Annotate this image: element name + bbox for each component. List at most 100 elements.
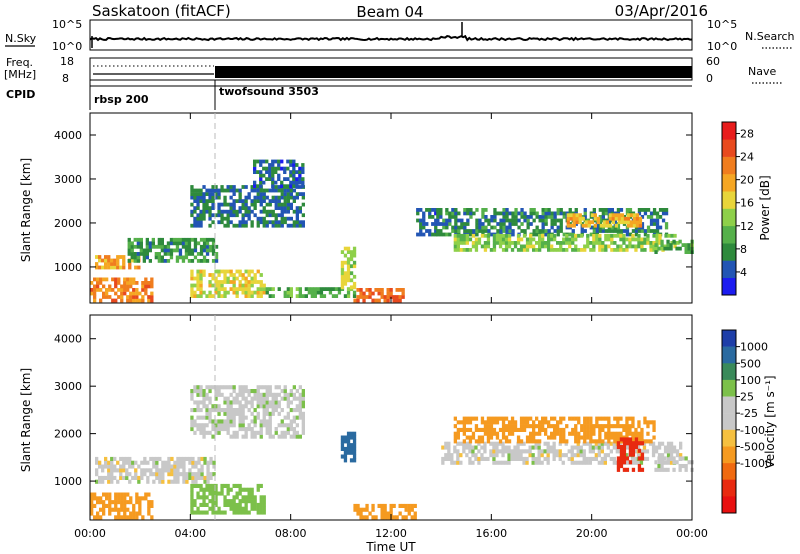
scatter-cell (268, 415, 272, 420)
scatter-cell (586, 424, 590, 429)
scatter-cell (504, 241, 509, 245)
scatter-cell (244, 202, 248, 207)
scatter-cell (157, 244, 161, 249)
scatter-cell (199, 427, 203, 432)
scatter-cell (483, 420, 488, 425)
scatter-cell (640, 467, 645, 472)
scatter-cell (556, 225, 560, 230)
scatter-cell (610, 435, 614, 440)
scatter-cell (598, 244, 602, 249)
scatter-cell (205, 209, 209, 214)
scatter-cell (516, 456, 520, 461)
scatter-cell (126, 515, 130, 520)
scatter-cell (268, 411, 272, 416)
colorbar-tick-label: -100 (740, 424, 765, 437)
scatter-cell (537, 449, 541, 454)
scatter-cell (664, 244, 668, 249)
scatter-cell (604, 435, 608, 440)
scatter-cell (559, 439, 563, 444)
scatter-cell (247, 206, 251, 210)
scatter-cell (604, 424, 608, 429)
scatter-cell (176, 456, 180, 461)
scatter-cell (514, 215, 518, 219)
scatter-cell (214, 259, 219, 263)
scatter-cell (126, 492, 130, 497)
scatter-cell (253, 389, 257, 394)
scatter-cell (454, 229, 458, 233)
scatter-cell (208, 419, 212, 424)
scatter-cell (114, 507, 118, 512)
scatter-cell (625, 467, 630, 472)
scatter-cell (123, 492, 127, 497)
scatter-cell (247, 192, 251, 196)
scatter-cell (541, 416, 545, 421)
scatter-cell (283, 177, 287, 181)
scatter-cell (483, 449, 487, 454)
scatter-cell (259, 283, 263, 288)
scatter-cell (196, 423, 200, 428)
scatter-cell (98, 460, 102, 465)
scatter-cell (223, 273, 227, 277)
scatter-cell (262, 385, 266, 390)
scatter-cell (102, 284, 106, 289)
colorbar-tick-label: 12 (740, 220, 754, 233)
scatter-cell (259, 184, 263, 189)
scatter-cell (573, 453, 577, 458)
scatter-cell (616, 435, 620, 440)
scatter-cell (144, 284, 148, 289)
scatter-cell (151, 237, 155, 242)
scatter-cell (217, 213, 221, 218)
scatter-cell (241, 415, 245, 420)
scatter-cell (235, 483, 239, 488)
scatter-cell (628, 424, 632, 429)
scatter-cell (404, 503, 408, 508)
scatter-cell (113, 456, 117, 461)
scatter-cell (268, 287, 272, 291)
scatter-cell (598, 439, 602, 444)
scatter-cell (507, 233, 512, 238)
scatter-cell (601, 244, 605, 249)
scatter-cell (144, 492, 148, 497)
scatter-cell (574, 237, 578, 242)
scatter-cell (128, 265, 132, 270)
scatter-cell (431, 232, 435, 237)
scatter-cell (489, 435, 494, 440)
freq-tick-top: 18 (60, 55, 74, 68)
scatter-cell (553, 237, 557, 242)
scatter-cell (640, 431, 644, 436)
scatter-cell (640, 222, 645, 226)
scatter-cell (232, 510, 236, 515)
scatter-cell (256, 510, 260, 515)
scatter-cell (580, 427, 584, 432)
scatter-cell (478, 218, 482, 223)
scatter-cell (487, 218, 491, 223)
scatter-cell (298, 392, 302, 397)
scatter-cell (199, 510, 203, 515)
scatter-cell (280, 419, 284, 424)
scatter-cell (274, 408, 278, 413)
scatter-cell (386, 291, 390, 296)
scatter-cell (600, 445, 604, 450)
time-axis-label: Time UT (365, 540, 416, 554)
scatter-cell (190, 419, 194, 424)
scatter-cell (253, 495, 257, 500)
scatter-cell (583, 229, 587, 233)
scatter-cell (262, 192, 266, 196)
scatter-cell (517, 211, 521, 216)
scatter-cell (436, 218, 440, 223)
scatter-cell (289, 180, 293, 185)
scatter-cell (589, 416, 593, 421)
scatter-cell (241, 283, 245, 288)
scatter-cell (190, 290, 194, 295)
scatter-cell (200, 464, 204, 469)
scatter-cell (462, 441, 466, 446)
scatter-cell (202, 510, 206, 515)
scatter-cell (657, 246, 661, 251)
scatter-cell (90, 507, 94, 512)
scatter-cell (259, 483, 263, 488)
scatter-cell (190, 252, 195, 256)
scatter-cell (637, 241, 641, 245)
scatter-cell (134, 475, 138, 480)
scatter-cell (120, 295, 124, 299)
